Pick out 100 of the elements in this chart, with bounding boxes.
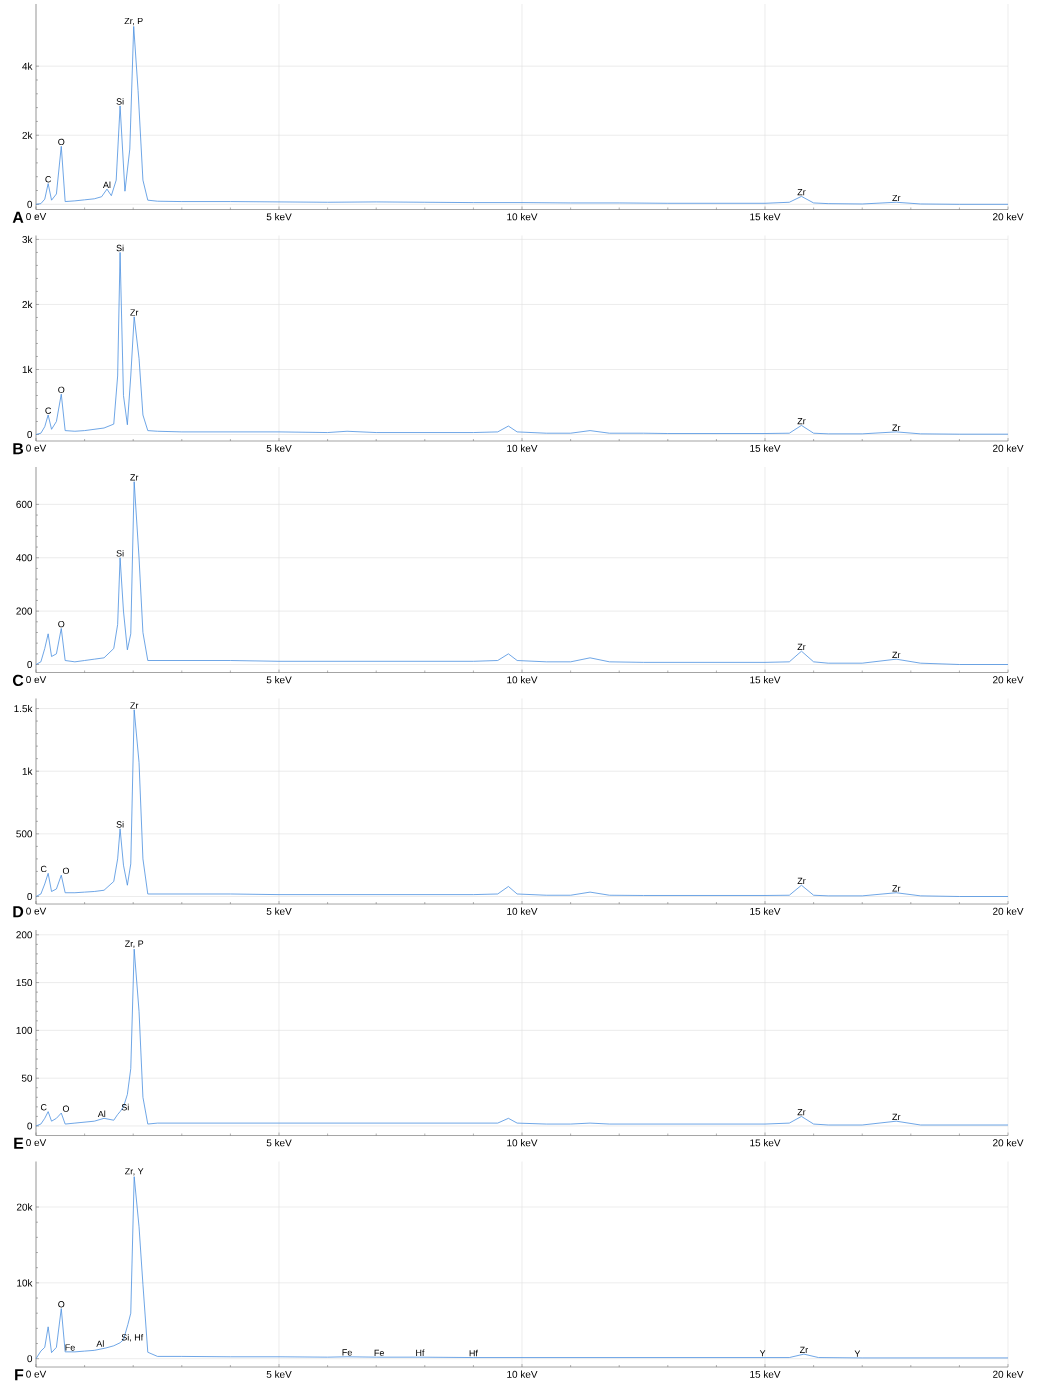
- annotation: Si: [116, 244, 124, 252]
- y-tick-label: 600: [16, 500, 33, 508]
- annotation: Zr: [892, 424, 901, 431]
- annotation: Al: [97, 1110, 106, 1118]
- y-tick-label: 4k: [22, 62, 33, 70]
- annotation: C: [45, 407, 52, 414]
- annotation: Zr: [797, 189, 806, 196]
- x-tick-label: 20 keV: [993, 1370, 1024, 1378]
- y-tick-label: 20k: [16, 1203, 33, 1211]
- x-tick-label: 15 keV: [750, 1139, 781, 1147]
- x-tick-label: 15 keV: [750, 907, 781, 915]
- annotation: Zr, P: [124, 940, 144, 948]
- x-tick-label: 15 keV: [750, 213, 781, 221]
- annotation: O: [62, 1105, 70, 1112]
- y-tick-label: 200: [16, 931, 33, 939]
- text: F: [15, 1369, 24, 1381]
- x-tick-label: 15 keV: [750, 444, 781, 452]
- y-tick-label: 2k: [22, 131, 33, 139]
- annotation: Zr: [797, 877, 806, 885]
- x-tick-label: 20 keV: [993, 676, 1024, 684]
- annotation: Hf: [416, 1349, 425, 1356]
- annotation: Zr: [797, 643, 806, 650]
- annotation: Al: [102, 181, 111, 188]
- x-tick-label: 5 keV: [266, 1139, 292, 1147]
- y-tick-label: 400: [16, 554, 33, 562]
- text: A: [12, 211, 24, 223]
- annotation: Zr: [892, 1113, 901, 1120]
- x-tick-label: 5 keV: [266, 1370, 292, 1378]
- text: E: [14, 1137, 24, 1149]
- annotation: Zr: [130, 474, 139, 481]
- y-tick-label: 1k: [22, 365, 33, 374]
- annotation: Fe: [342, 1349, 352, 1356]
- annotation: Zr: [892, 194, 901, 202]
- annotation: C: [45, 176, 52, 183]
- annotation: Y: [854, 1350, 861, 1357]
- annotation: Zr, Y: [124, 1168, 144, 1176]
- x-tick-label: 5 keV: [266, 444, 292, 452]
- x-tick-label: 20 keV: [993, 907, 1024, 915]
- y-tick-label: 3k: [22, 235, 33, 244]
- annotation: Si, Hf: [121, 1333, 144, 1342]
- annotation: Si: [121, 1103, 129, 1111]
- x-tick-label: 10 keV: [507, 213, 538, 221]
- annotation: C: [40, 865, 47, 873]
- y-tick-label: 0: [27, 200, 33, 208]
- x-tick-label: 15 keV: [750, 1370, 781, 1378]
- y-tick-label: 0: [27, 1355, 33, 1363]
- annotation: Zr: [130, 702, 139, 709]
- y-tick-label: 0: [27, 1122, 33, 1130]
- text: B: [13, 443, 24, 455]
- annotation: Zr: [797, 1109, 806, 1116]
- text: C: [12, 674, 24, 686]
- annotation: O: [58, 386, 65, 393]
- annotation: Zr, P: [124, 17, 143, 26]
- annotation: Al: [96, 1340, 104, 1347]
- annotation: Hf: [469, 1349, 478, 1357]
- x-tick-label: 0 eV: [26, 444, 47, 452]
- y-tick-label: 1k: [22, 767, 33, 775]
- x-tick-label: 5 keV: [266, 213, 292, 221]
- y-tick-label: 0: [27, 892, 33, 901]
- x-tick-label: 0 eV: [26, 1139, 47, 1147]
- y-tick-label: 100: [16, 1026, 33, 1034]
- x-tick-label: 20 keV: [993, 213, 1024, 221]
- annotation: Zr: [797, 418, 806, 425]
- x-tick-label: 0 eV: [26, 1370, 47, 1378]
- text: D: [13, 906, 24, 918]
- annotation: O: [62, 867, 70, 874]
- x-tick-label: 10 keV: [507, 444, 538, 452]
- annotation: O: [58, 1301, 65, 1308]
- x-tick-label: 5 keV: [266, 907, 292, 915]
- x-tick-label: 0 eV: [26, 907, 47, 915]
- annotation: Si: [116, 98, 124, 105]
- y-tick-label: 0: [27, 660, 33, 669]
- annotation: Zr: [892, 885, 901, 892]
- annotation: O: [58, 138, 65, 146]
- annotation: Si: [116, 549, 124, 557]
- x-tick-label: 20 keV: [993, 1139, 1024, 1147]
- annotation: Fe: [65, 1344, 75, 1351]
- y-tick-label: 10k: [17, 1279, 33, 1287]
- y-tick-label: 50: [21, 1074, 33, 1082]
- x-tick-label: 20 keV: [993, 444, 1024, 452]
- y-tick-label: 1.5k: [14, 704, 33, 713]
- y-tick-label: 200: [16, 607, 33, 615]
- y-tick-label: 150: [16, 979, 33, 987]
- annotation: Zr: [130, 309, 139, 316]
- annotation: Si: [116, 821, 124, 828]
- x-tick-label: 10 keV: [507, 1139, 538, 1147]
- annotation: Y: [759, 1350, 766, 1357]
- y-tick-label: 500: [16, 830, 33, 838]
- x-tick-label: 0 eV: [26, 213, 47, 221]
- x-tick-label: 10 keV: [507, 676, 538, 684]
- annotation: O: [58, 620, 65, 628]
- y-tick-label: 2k: [22, 300, 33, 309]
- x-tick-label: 10 keV: [507, 1370, 538, 1378]
- x-tick-label: 0 eV: [26, 676, 47, 684]
- x-tick-label: 10 keV: [507, 907, 538, 915]
- x-tick-label: 5 keV: [266, 676, 292, 684]
- annotation: Zr: [799, 1346, 808, 1353]
- y-tick-label: 0: [27, 430, 33, 439]
- x-tick-label: 15 keV: [750, 676, 781, 684]
- annotation: Zr: [892, 651, 901, 658]
